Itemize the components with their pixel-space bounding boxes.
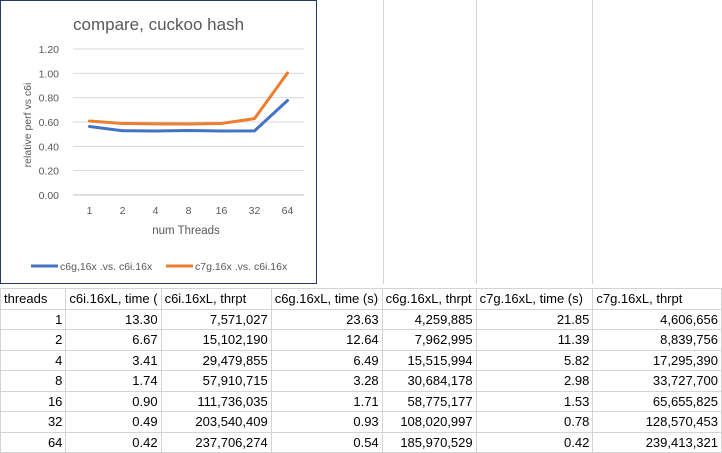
table-row: 8 1.74 57,910,715 3.28 30,684,178 2.98 33,727,… <box>0 370 722 392</box>
series-line-2 <box>88 71 289 126</box>
column-header[interactable]: c6i.16xL, thrpt <box>160 288 272 310</box>
legend-label: c6g,16x .vs. c6i.16x <box>60 261 153 273</box>
table-cell[interactable]: 29,479,855 <box>160 349 272 371</box>
y-tick-label: 0.80 <box>39 93 60 105</box>
y-tick-label: 1.20 <box>39 44 60 56</box>
table-cell[interactable]: 2 <box>0 329 67 351</box>
series-lines <box>88 71 289 133</box>
table-row: 1 13.30 7,571,027 23.63 4,259,885 21.85 4,606,… <box>0 308 722 330</box>
table-cell[interactable]: 30,684,178 <box>381 370 477 392</box>
chart-title: compare, cuckoo hash <box>73 15 244 34</box>
y-tick-label: 0.00 <box>39 190 60 202</box>
x-tick-label: 32 <box>249 205 261 217</box>
y-tick-label: 0.40 <box>39 141 60 153</box>
table-cell[interactable]: 7,962,995 <box>381 329 477 351</box>
y-tick-labels: 0.00 0.20 0.40 0.60 0.80 1.00 1.20 <box>39 44 60 202</box>
legend: c6g,16x .vs. c6i.16x c7g.16x .vs. c6i.16x <box>31 261 288 273</box>
table-cell[interactable]: 65,655,825 <box>592 390 722 412</box>
table-cell[interactable]: 21.85 <box>475 308 594 330</box>
line-chart: compare, cuckoo hash relative perf vs c6… <box>22 15 304 273</box>
x-tick-label: 64 <box>282 205 294 217</box>
table-cell[interactable]: 16 <box>0 390 67 412</box>
table-cell[interactable]: 8,839,756 <box>592 329 722 351</box>
x-tick-labels: 1 2 4 8 16 32 64 <box>87 205 294 217</box>
legend-label: c7g.16x .vs. c6i.16x <box>195 261 288 273</box>
table-cell[interactable]: 108,020,997 <box>381 411 477 433</box>
table-cell[interactable]: 7,571,027 <box>160 308 272 330</box>
column-header[interactable]: c6i.16xL, time ( <box>65 288 162 310</box>
table-cell[interactable]: 0.54 <box>270 431 383 453</box>
column-header[interactable]: c6g.16xL, thrpt <box>381 288 477 310</box>
table-cell[interactable]: 4,606,656 <box>592 308 722 330</box>
table-cell[interactable]: 5.82 <box>475 349 594 371</box>
table-cell[interactable]: 1.53 <box>475 390 594 412</box>
table-cell[interactable]: 185,970,529 <box>381 431 477 453</box>
table-row: 16 0.90 111,736,035 1.71 58,775,177 1.53 65,65… <box>0 390 722 412</box>
column-gridline <box>476 0 477 284</box>
table-row: 32 0.49 203,540,409 0.93 108,020,997 0.78 128,… <box>0 411 722 433</box>
table-cell[interactable]: 17,295,390 <box>592 349 722 371</box>
table-cell[interactable]: 0.42 <box>65 431 162 453</box>
table-cell[interactable]: 0.49 <box>65 411 162 433</box>
table-cell[interactable]: 4 <box>0 349 67 371</box>
table-cell[interactable]: 3.28 <box>270 370 383 392</box>
column-header[interactable]: c7g.16xL, time (s) <box>475 288 594 310</box>
table-cell[interactable]: 6.49 <box>270 349 383 371</box>
x-axis-label: num Threads <box>152 225 220 237</box>
table-cell[interactable]: 23.63 <box>270 308 383 330</box>
table-row: 64 0.42 237,706,274 0.54 185,970,529 0.42 239,… <box>0 431 722 453</box>
table-cell[interactable]: 0.42 <box>475 431 594 453</box>
table-cell[interactable]: 239,413,321 <box>592 431 722 453</box>
table-cell[interactable]: 12.64 <box>270 329 383 351</box>
column-header[interactable]: threads <box>0 288 67 310</box>
table-cell[interactable]: 32 <box>0 411 67 433</box>
y-tick-label: 1.00 <box>39 68 60 80</box>
column-gridline <box>592 0 593 284</box>
table-cell[interactable]: 111,736,035 <box>160 390 272 412</box>
table-cell[interactable]: 203,540,409 <box>160 411 272 433</box>
table-cell[interactable]: 1.74 <box>65 370 162 392</box>
x-tick-label: 8 <box>186 205 192 217</box>
table-row: 2 6.67 15,102,190 12.64 7,962,995 11.39 8,839,… <box>0 329 722 351</box>
table-cell[interactable]: 2.98 <box>475 370 594 392</box>
column-header[interactable]: c7g.16xL, thrpt <box>592 288 722 310</box>
series-line-1 <box>88 98 289 133</box>
table-cell[interactable]: 58,775,177 <box>381 390 477 412</box>
table-cell[interactable]: 15,102,190 <box>160 329 272 351</box>
table-cell[interactable]: 33,727,700 <box>592 370 722 392</box>
table-cell[interactable]: 0.93 <box>270 411 383 433</box>
table-cell[interactable]: 6.67 <box>65 329 162 351</box>
table-cell[interactable]: 1 <box>0 308 67 330</box>
data-table[interactable]: threads c6i.16xL, time (c6i.16xL, thrpt c6… <box>0 288 722 453</box>
y-tick-label: 0.20 <box>39 166 60 178</box>
table-cell[interactable]: 0.90 <box>65 390 162 412</box>
table-row: 4 3.41 29,479,855 6.49 15,515,994 5.82 17,295,… <box>0 349 722 371</box>
y-tick-label: 0.60 <box>39 117 60 129</box>
table-cell[interactable]: 64 <box>0 431 67 453</box>
table-cell[interactable]: 0.78 <box>475 411 594 433</box>
x-tick-label: 16 <box>216 205 228 217</box>
x-tick-label: 4 <box>153 205 159 217</box>
chart-area[interactable]: compare, cuckoo hash relative perf vs c6… <box>0 0 317 284</box>
spreadsheet-background <box>317 0 722 284</box>
x-tick-label: 2 <box>120 205 126 217</box>
table-cell[interactable]: 15,515,994 <box>381 349 477 371</box>
table-cell[interactable]: 11.39 <box>475 329 594 351</box>
table-cell[interactable]: 128,570,453 <box>592 411 722 433</box>
x-tick-label: 1 <box>87 205 93 217</box>
column-header[interactable]: c6g.16xL, time (s) <box>270 288 383 310</box>
table-cell[interactable]: 57,910,715 <box>160 370 272 392</box>
table-cell[interactable]: 3.41 <box>65 349 162 371</box>
table-header-row: threads c6i.16xL, time (c6i.16xL, thrpt c6… <box>0 288 722 310</box>
table-cell[interactable]: 4,259,885 <box>381 308 477 330</box>
table-cell[interactable]: 237,706,274 <box>160 431 272 453</box>
column-gridline <box>383 0 384 284</box>
table-cell[interactable]: 1.71 <box>270 390 383 412</box>
table-cell[interactable]: 8 <box>0 370 67 392</box>
y-axis-label: relative perf vs c6i <box>22 83 34 168</box>
table-cell[interactable]: 13.30 <box>65 308 162 330</box>
